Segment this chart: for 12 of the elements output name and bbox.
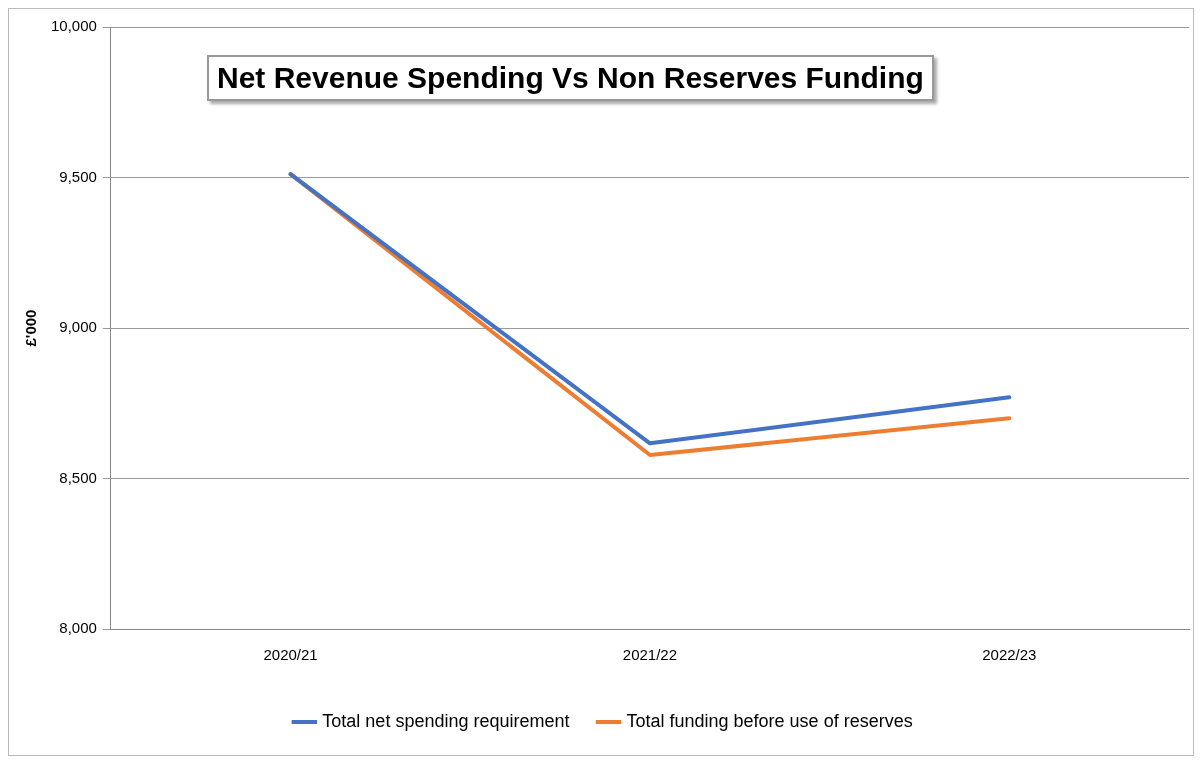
y-tick-label: 10,000 <box>50 17 97 35</box>
text: Net Revenue Spending Vs Non Reserves Funding <box>207 55 934 101</box>
x-tick-label: 2022/23 <box>982 646 1037 664</box>
legend-label: Total funding before use of reserves <box>626 710 913 731</box>
y-axis-title: £'000 <box>22 309 40 347</box>
y-tick-label: 8,500 <box>59 468 97 486</box>
y-tick-label: 8,000 <box>59 619 97 637</box>
x-tick-label: 2021/22 <box>622 646 678 664</box>
legend-label: Total net spending requirement <box>322 710 570 731</box>
y-tick-label: 9,500 <box>59 167 97 185</box>
x-tick-label: 2020/21 <box>263 646 318 664</box>
y-tick-label: 9,000 <box>59 318 97 336</box>
